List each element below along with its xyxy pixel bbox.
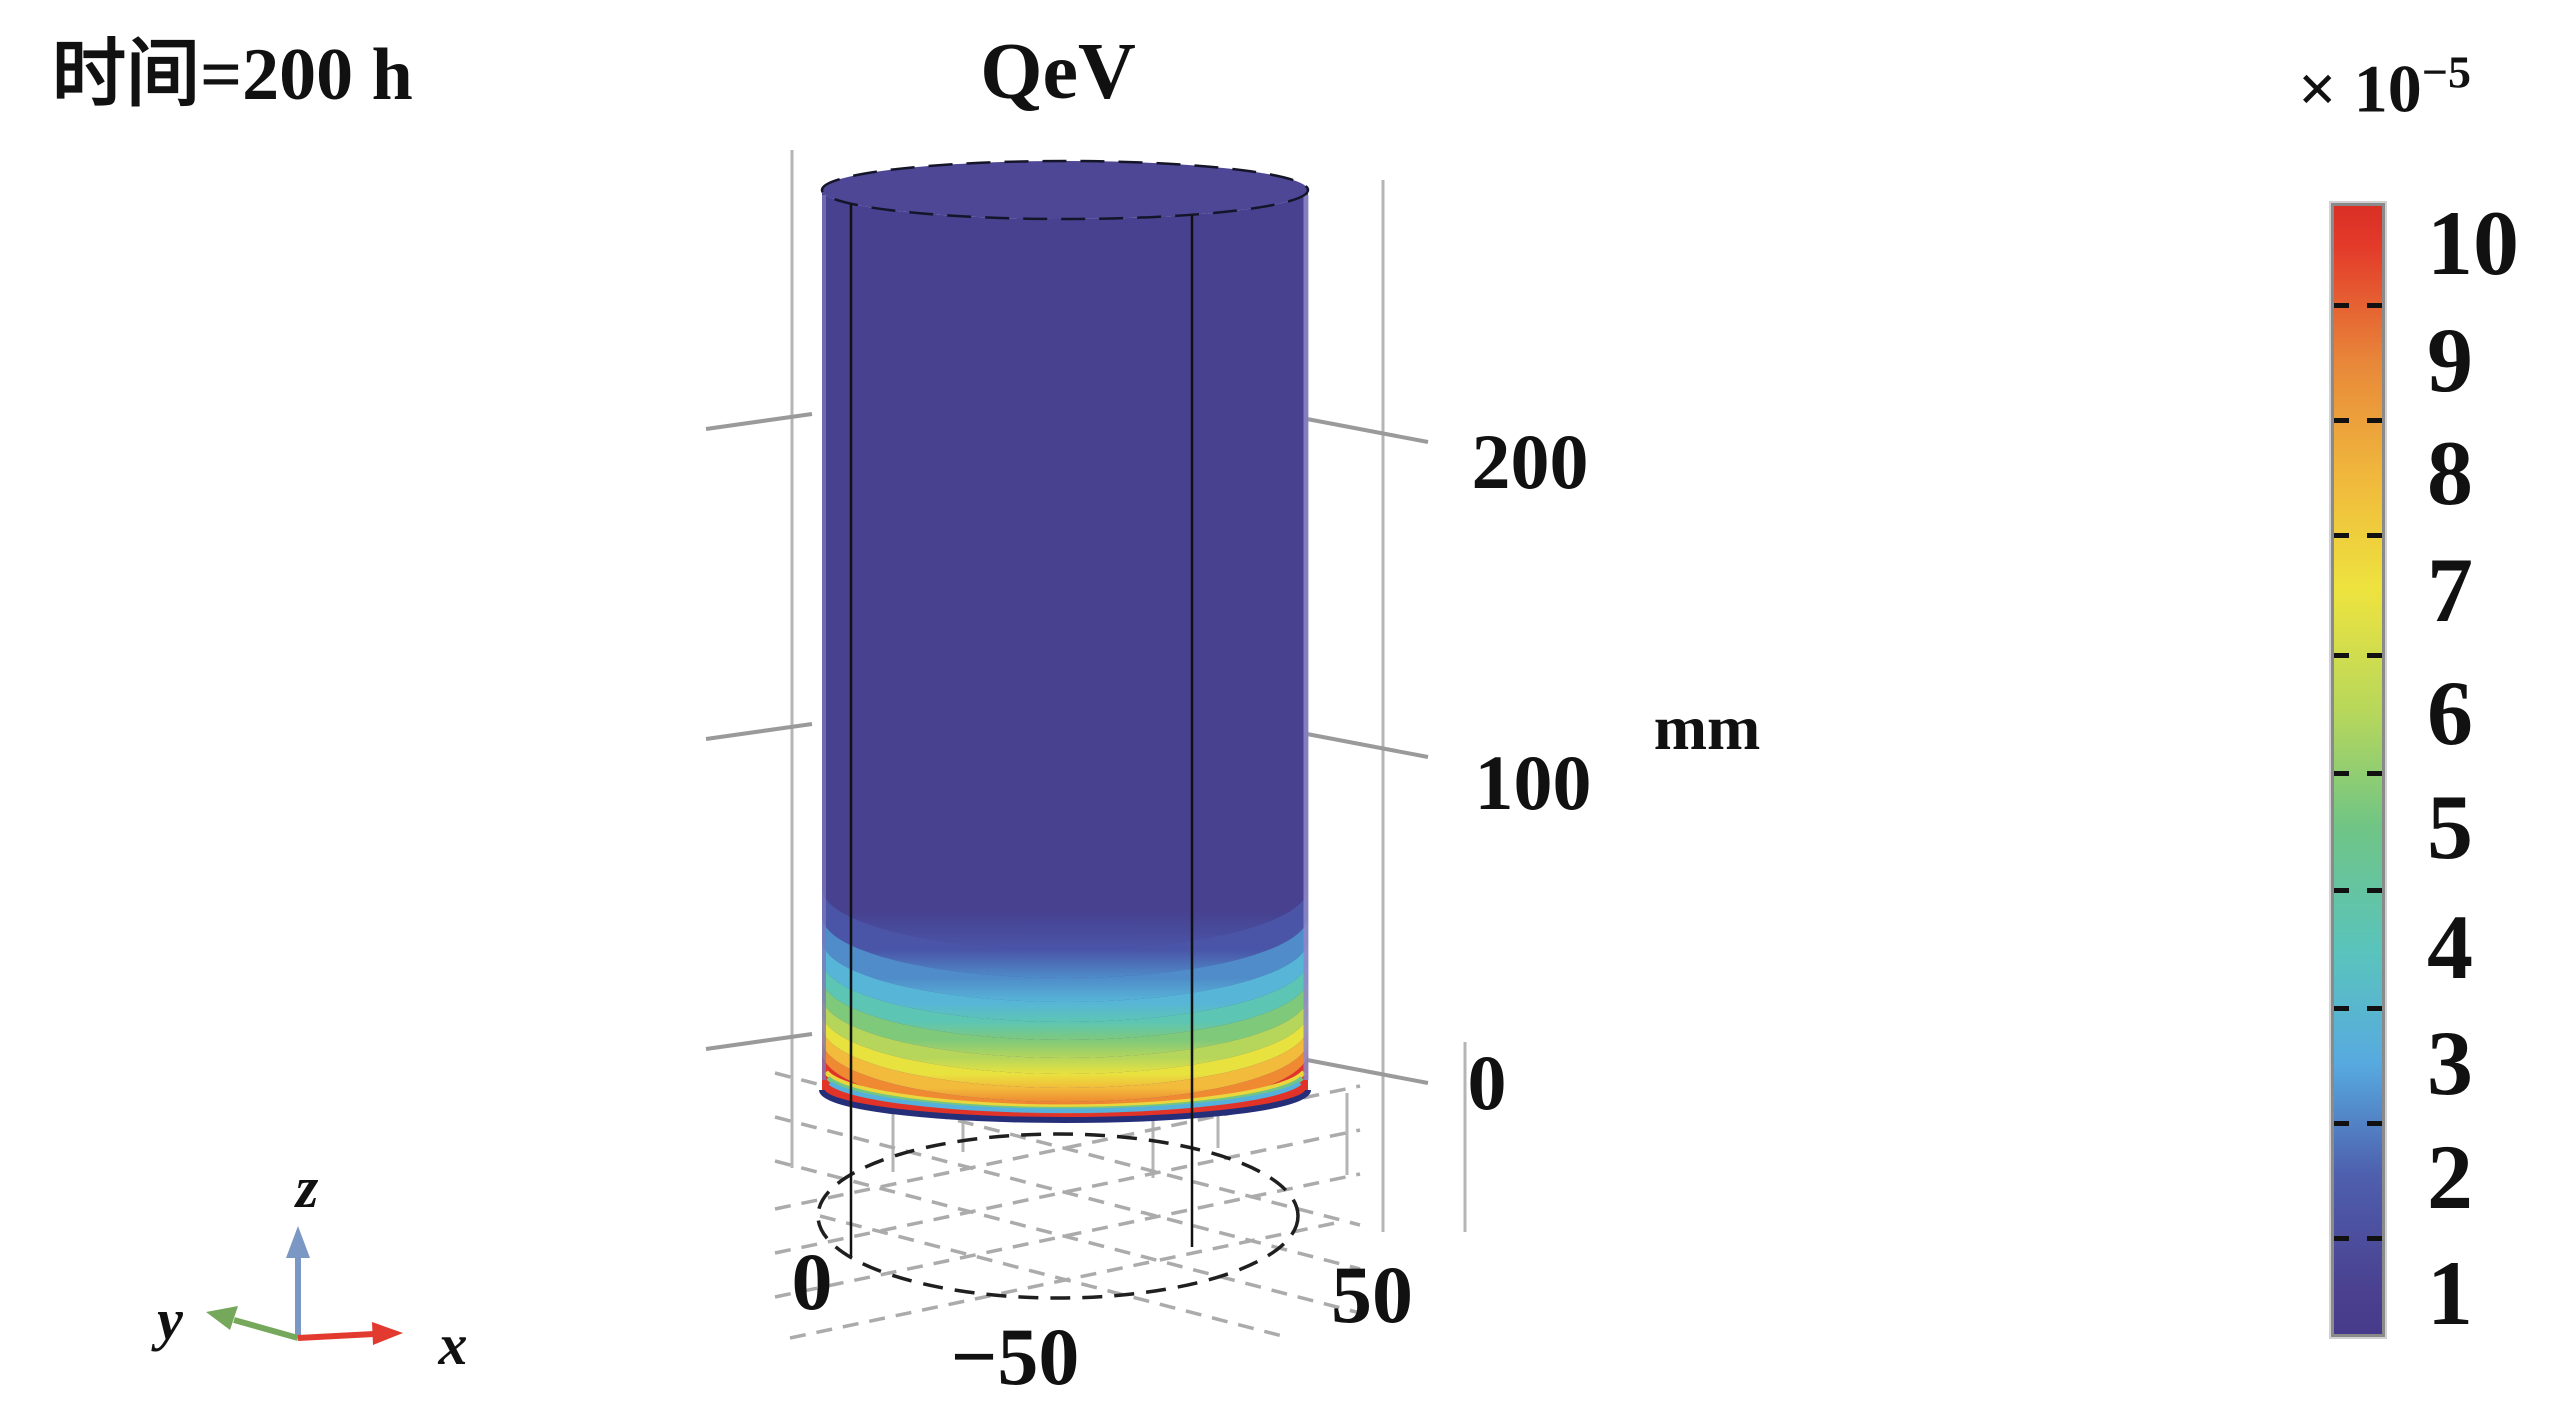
colorbar-label-9: 9 bbox=[2427, 309, 2473, 411]
colorbar-label-6: 6 bbox=[2427, 662, 2473, 764]
colorbar-multiplier-base: × 10 bbox=[2298, 50, 2422, 127]
colorbar-label-10: 10 bbox=[2427, 192, 2519, 294]
cylinder-top-cap bbox=[820, 159, 1310, 221]
colorbar-label-5: 5 bbox=[2427, 776, 2473, 878]
z-axis-ticks bbox=[705, 412, 1429, 1085]
cylinder-surface bbox=[819, 159, 1311, 1256]
colorbar-label-7: 7 bbox=[2427, 539, 2473, 641]
base-circle-wireframe bbox=[816, 1132, 1300, 1300]
colorbar-multiplier: × 10−5 bbox=[2298, 46, 2471, 127]
z-axis-tick-label-200: 200 bbox=[1471, 418, 1589, 505]
x-axis-tick-label-50: 50 bbox=[1331, 1249, 1413, 1340]
triad-y-label: y bbox=[157, 1287, 183, 1352]
colorbar-label-4: 4 bbox=[2427, 896, 2473, 998]
z-arrowhead bbox=[286, 1226, 310, 1258]
colorbar-label-3: 3 bbox=[2427, 1012, 2473, 1114]
z-axis-unit-label: mm bbox=[1653, 692, 1761, 763]
orientation-triad bbox=[206, 1226, 403, 1345]
z-axis-tick-label-100: 100 bbox=[1474, 739, 1592, 826]
x-arrowhead bbox=[372, 1322, 403, 1345]
z-axis-tick-label-0: 0 bbox=[1467, 1039, 1507, 1126]
colorbar-label-1: 1 bbox=[2427, 1242, 2473, 1344]
colorbar-label-2: 2 bbox=[2427, 1126, 2473, 1228]
colorbar-label-8: 8 bbox=[2427, 422, 2473, 524]
x-axis-tick-label-0: 0 bbox=[791, 1236, 833, 1327]
x-axis-tick-label-minus50: −50 bbox=[950, 1311, 1080, 1402]
triad-x-label: x bbox=[438, 1312, 468, 1377]
time-annotation: 时间=200 h bbox=[52, 34, 413, 116]
y-arrowhead bbox=[206, 1306, 238, 1330]
triad-z-label: z bbox=[295, 1155, 319, 1220]
colorbar-multiplier-exponent: −5 bbox=[2421, 46, 2471, 98]
plot-title: QeV bbox=[980, 28, 1136, 116]
colorbar-gradient bbox=[2331, 203, 2385, 1337]
